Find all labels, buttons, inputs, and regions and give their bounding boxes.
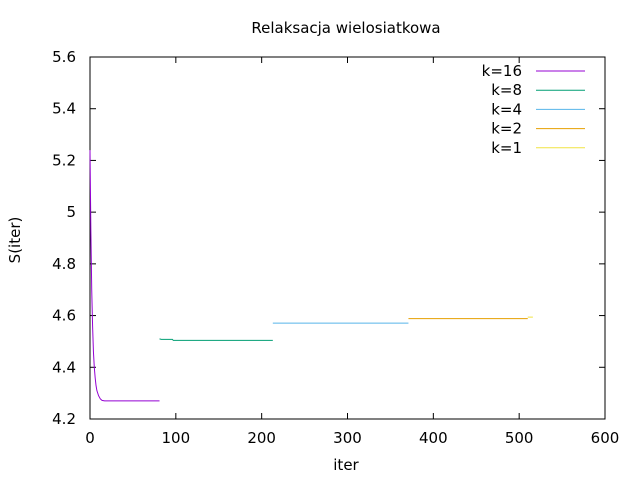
x-tick-label: 0	[85, 429, 95, 447]
series-layer	[89, 150, 533, 402]
legend-label: k=16	[482, 62, 522, 80]
legend-label: k=4	[491, 100, 522, 118]
x-tick-label: 400	[419, 429, 448, 447]
y-tick-label: 5.6	[52, 48, 76, 66]
y-tick-label: 4.8	[52, 255, 76, 273]
x-tick-label: 500	[505, 429, 534, 447]
y-axis-label: S(iter)	[6, 217, 24, 264]
y-tick-label: 5.2	[52, 151, 76, 169]
legend-label: k=8	[491, 81, 522, 99]
legend-label: k=2	[491, 120, 522, 138]
x-tick-label: 300	[333, 429, 362, 447]
y-tick-label: 5.4	[52, 100, 76, 118]
plot-frame	[89, 56, 606, 420]
y-tick-label: 4.2	[52, 410, 76, 428]
y-tick-label: 4.4	[52, 358, 76, 376]
y-tick-label: 5	[66, 203, 76, 221]
x-axis-label: iter	[333, 456, 359, 474]
x-tick-label: 100	[162, 429, 191, 447]
x-axis-ticks: 0 100 200 300 400 500 600	[85, 57, 619, 447]
series-line-k16	[89, 150, 160, 402]
legend: k=16k=8k=4 k=2k=1	[482, 62, 585, 157]
x-tick-label: 600	[591, 429, 620, 447]
chart-title: Relaksacja wielosiatkowa	[251, 19, 440, 37]
series-line-k8	[159, 338, 273, 341]
y-tick-label: 4.6	[52, 307, 76, 325]
y-axis-ticks: 4.2 4.4 4.6 4.8 5 5.2 5.4 5.6	[52, 48, 605, 428]
x-tick-label: 200	[247, 429, 276, 447]
legend-label: k=1	[491, 139, 522, 157]
